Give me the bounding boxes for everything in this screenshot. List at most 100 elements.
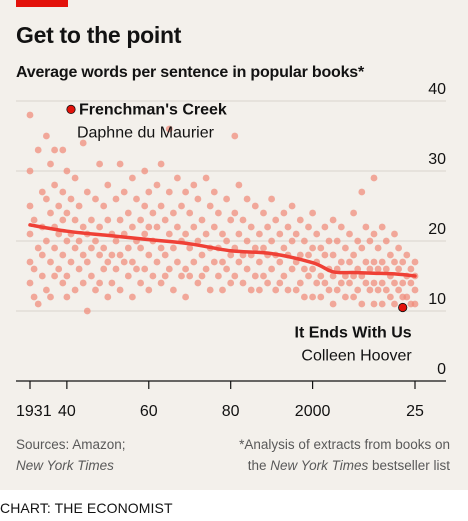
data-point: [346, 279, 353, 287]
data-point: [182, 188, 190, 196]
data-point: [301, 237, 308, 245]
data-point: [296, 279, 304, 287]
data-point: [407, 265, 415, 273]
data-point: [174, 223, 181, 231]
footnote-line-2: the New York Times bestseller list: [239, 455, 450, 476]
data-point: [272, 216, 280, 224]
data-point: [190, 258, 198, 266]
data-point: [182, 265, 190, 273]
data-point: [219, 258, 226, 266]
data-point: [350, 293, 357, 301]
chart-subtitle: Average words per sentence in popular bo…: [16, 64, 365, 81]
data-point: [227, 279, 235, 287]
data-point: [145, 251, 153, 259]
data-point: [63, 237, 71, 245]
data-point: [223, 237, 231, 245]
data-point: [370, 300, 378, 308]
data-point: [59, 279, 67, 287]
data-point: [354, 286, 362, 294]
data-point: [63, 272, 71, 280]
data-point: [51, 272, 58, 280]
data-point: [387, 293, 394, 301]
data-point: [129, 293, 136, 301]
data-point: [305, 272, 312, 280]
data-point: [256, 230, 263, 238]
data-point: [264, 279, 271, 287]
scatter-chart: 0 10 20 30 40 1931 40 60 80 2000 25 Frenchman's C…: [16, 81, 446, 420]
data-point: [79, 139, 87, 147]
data-point: [178, 272, 185, 280]
data-point: [354, 237, 362, 245]
data-point: [92, 286, 99, 294]
footnote-line-1: *Analysis of extracts from books on: [239, 437, 450, 452]
data-point: [83, 307, 91, 315]
data-point: [79, 251, 87, 259]
data-point: [100, 202, 108, 210]
data-point: [305, 223, 312, 231]
data-point: [301, 265, 308, 273]
data-point: [366, 286, 374, 294]
data-point: [288, 237, 296, 245]
chart-title: Get to the point: [16, 22, 182, 48]
data-point: [227, 251, 235, 259]
data-point: [358, 188, 366, 196]
data-point: [30, 293, 38, 301]
data-point: [292, 286, 300, 294]
data-point: [215, 272, 222, 280]
data-point: [264, 223, 271, 231]
data-point: [313, 279, 321, 287]
data-point: [63, 293, 71, 301]
data-point: [260, 209, 267, 217]
data-point: [145, 223, 153, 231]
data-point: [239, 216, 247, 224]
data-point: [206, 286, 214, 294]
data-point: [157, 202, 165, 210]
data-points: [26, 111, 419, 315]
data-point: [256, 286, 263, 294]
data-point: [137, 216, 145, 224]
data-point: [276, 230, 284, 238]
data-point: [370, 174, 378, 182]
data-point: [239, 279, 247, 287]
data-point: [235, 258, 243, 266]
data-point: [231, 209, 239, 217]
data-point: [223, 265, 231, 273]
data-point: [382, 286, 390, 294]
data-point: [83, 258, 91, 266]
data-point: [292, 230, 300, 238]
y-tick-label: 40: [428, 81, 446, 98]
y-tick-label: 10: [428, 291, 446, 308]
data-point: [350, 251, 357, 259]
data-point: [337, 279, 345, 287]
data-point: [362, 223, 370, 231]
data-point: [75, 237, 83, 245]
data-point: [157, 279, 165, 287]
data-point: [141, 167, 149, 175]
data-point: [112, 237, 120, 245]
data-point: [141, 202, 149, 210]
data-point: [210, 188, 218, 196]
data-point: [333, 286, 341, 294]
data-point: [75, 202, 83, 210]
data-point: [26, 111, 34, 119]
data-point: [305, 251, 312, 259]
data-point: [350, 209, 357, 217]
data-point: [34, 244, 42, 252]
data-point: [268, 265, 275, 273]
data-point: [104, 181, 112, 189]
data-point: [399, 279, 407, 287]
data-point: [411, 300, 419, 308]
data-point: [104, 216, 112, 224]
data-point: [194, 195, 202, 203]
x-tick-label: 25: [406, 403, 424, 420]
data-point: [317, 293, 325, 301]
data-point: [120, 258, 128, 266]
data-point: [71, 244, 79, 252]
annotations: Frenchman's Creek Daphne du Maurier It End…: [66, 101, 412, 365]
data-point: [116, 160, 124, 168]
data-point: [161, 251, 169, 259]
data-point: [194, 279, 202, 287]
highlighted-book-point: [398, 302, 408, 313]
data-point: [71, 216, 79, 224]
data-point: [124, 272, 132, 280]
